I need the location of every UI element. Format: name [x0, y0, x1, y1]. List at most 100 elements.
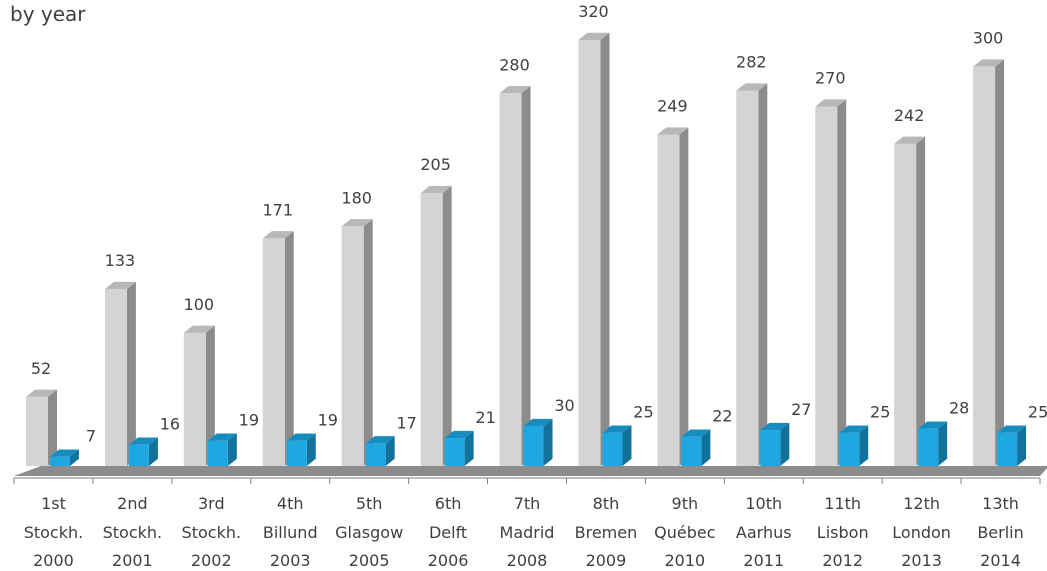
bar-side — [227, 433, 237, 466]
category-label: Stockh. — [182, 523, 242, 542]
data-label: 16 — [160, 415, 180, 434]
data-label: 242 — [894, 106, 925, 125]
data-label: 171 — [262, 200, 293, 219]
bar-group — [760, 422, 790, 466]
bar — [839, 432, 860, 466]
bar-group — [262, 231, 294, 466]
bar — [207, 440, 228, 466]
bar-group — [815, 99, 847, 467]
bar-group — [602, 425, 632, 466]
bar-side — [995, 59, 1005, 467]
bar-top — [815, 99, 847, 107]
bar-top — [523, 418, 553, 427]
category-label: Bremen — [575, 523, 638, 542]
category-label: 2008 — [507, 551, 548, 570]
category-label: 7th — [514, 494, 541, 513]
bar — [997, 432, 1018, 466]
bar-side — [442, 185, 452, 467]
bar — [973, 66, 996, 466]
category-label: 8th — [593, 494, 620, 513]
bar-group — [499, 86, 531, 467]
data-label: 28 — [949, 399, 969, 418]
data-label: 300 — [973, 29, 1004, 48]
bar — [183, 332, 206, 466]
bar-group — [128, 437, 158, 466]
data-label: 249 — [657, 97, 688, 116]
category-label: 2001 — [112, 551, 153, 570]
category-label: 2014 — [980, 551, 1021, 570]
bar-side — [938, 421, 948, 466]
bar — [657, 134, 680, 467]
bar — [760, 430, 781, 466]
data-label: 205 — [420, 155, 451, 174]
data-label: 320 — [578, 2, 609, 21]
data-label: 133 — [105, 251, 136, 270]
category-label: 2000 — [33, 551, 74, 570]
data-label: 270 — [815, 69, 846, 88]
category-label: Billund — [263, 523, 318, 542]
data-label: 25 — [1028, 403, 1047, 422]
chart-title: by year — [10, 2, 86, 26]
category-label: 5th — [356, 494, 383, 513]
bar-top — [207, 433, 237, 441]
bar-top — [973, 59, 1005, 67]
data-label: 280 — [499, 55, 530, 74]
bar-side — [363, 219, 373, 466]
category-label: 2011 — [743, 551, 784, 570]
data-label: 17 — [397, 413, 417, 432]
bar-group — [341, 219, 373, 466]
bar-top — [50, 449, 79, 457]
category-label: 9th — [672, 494, 699, 513]
bar-side — [916, 136, 926, 466]
bar-top — [578, 32, 610, 40]
data-label: 21 — [475, 408, 495, 427]
bar — [104, 288, 127, 466]
data-label: 19 — [239, 411, 259, 430]
bar — [286, 440, 307, 466]
category-label: Aarhus — [736, 523, 792, 542]
category-label: 11th — [824, 494, 861, 513]
bar-side — [148, 437, 158, 466]
category-label: London — [892, 523, 951, 542]
data-label: 180 — [341, 188, 372, 207]
bar-side — [385, 436, 395, 466]
bar-top — [365, 436, 395, 444]
category-label: 6th — [435, 494, 462, 513]
bar-group — [839, 425, 869, 466]
category-label: Glasgow — [335, 523, 403, 542]
bar-top — [736, 83, 768, 91]
bar-side — [679, 127, 689, 466]
bar-side — [543, 418, 553, 466]
category-label: 12th — [903, 494, 940, 513]
category-label: 2005 — [349, 551, 390, 570]
bar-side — [1017, 425, 1027, 466]
bar-top — [681, 429, 711, 437]
category-label: 2013 — [901, 551, 942, 570]
bar-top — [657, 127, 689, 135]
bar — [26, 396, 48, 466]
bar-side — [284, 231, 294, 466]
bar-group — [578, 32, 610, 467]
data-label: 52 — [31, 359, 51, 378]
bar-group — [894, 136, 926, 466]
bar-top — [760, 422, 790, 431]
bar-top — [918, 421, 948, 429]
bar-side — [126, 281, 136, 466]
bar-group — [681, 429, 711, 466]
bar-group — [736, 83, 768, 467]
bar-side — [600, 32, 610, 467]
category-label: Lisbon — [817, 523, 869, 542]
category-label: 2006 — [428, 551, 469, 570]
bar-top — [894, 136, 926, 144]
bar — [420, 193, 443, 466]
bar — [815, 106, 838, 466]
bar-group — [365, 436, 395, 466]
chart-floor — [14, 466, 1047, 476]
category-label: Stockh. — [24, 523, 84, 542]
bar — [365, 443, 386, 466]
category-label: 3rd — [198, 494, 225, 513]
category-label: Berlin — [977, 523, 1023, 542]
category-label: Stockh. — [103, 523, 163, 542]
data-label: 25 — [870, 403, 890, 422]
bar-group — [50, 449, 79, 466]
